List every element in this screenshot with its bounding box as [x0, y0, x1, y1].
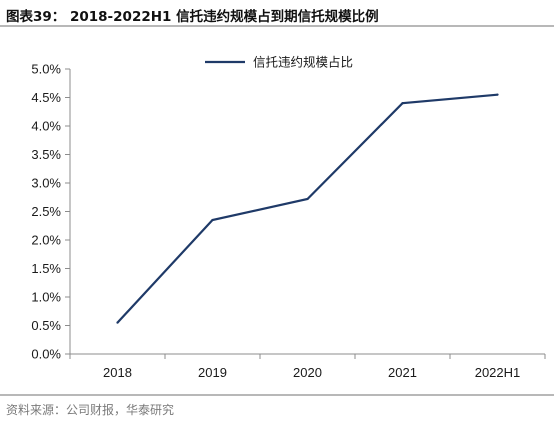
y-tick-label: 1.0% [31, 290, 61, 305]
data-point [211, 218, 214, 222]
data-point [401, 102, 404, 105]
x-tick-label: 2022H1 [475, 365, 521, 380]
y-tick-label: 0.0% [31, 347, 61, 362]
x-axis: 2018 2019 2020 2021 2022H1 [69, 353, 546, 380]
y-tick-label: 5.0% [31, 62, 61, 77]
data-point [116, 321, 119, 324]
legend: 信托违约规模占比 [205, 55, 353, 70]
x-tick-label: 2019 [198, 365, 227, 380]
y-axis: 0.0% 0.5% 1.0% 1.5% 2.0% 2.5% 3.0% 3.5% 4.0% 4.5%… [31, 62, 71, 362]
y-tick-label: 1.5% [31, 261, 61, 276]
legend-label: 信托违约规模占比 [253, 55, 353, 70]
x-tick-label: 2020 [293, 365, 322, 380]
figure-title: 图表39： 2018-2022H1 信托违约规模占到期信托规模比例 [0, 0, 554, 27]
y-tick-label: 2.0% [31, 233, 61, 248]
series-line [116, 93, 498, 324]
line-chart: 0.0% 0.5% 1.0% 1.5% 2.0% 2.5% 3.0% 3.5% 4.0% 4.5%… [31, 55, 546, 380]
data-point [306, 197, 309, 201]
x-tick-label: 2018 [103, 365, 132, 380]
y-tick-label: 4.0% [31, 119, 61, 134]
y-tick-label: 4.5% [31, 90, 61, 105]
y-tick-label: 2.5% [31, 204, 61, 219]
y-tick-label: 0.5% [31, 318, 61, 333]
chart-area: 0.0% 0.5% 1.0% 1.5% 2.0% 2.5% 3.0% 3.5% 4.0% 4.5%… [0, 29, 554, 395]
series-layer [116, 93, 499, 324]
y-tick-label: 3.5% [31, 147, 61, 162]
source-note: 资料来源：公司财报，华泰研究 [0, 394, 554, 429]
y-tick-label: 3.0% [31, 176, 61, 191]
x-tick-label: 2021 [388, 365, 417, 380]
data-point [496, 93, 499, 96]
